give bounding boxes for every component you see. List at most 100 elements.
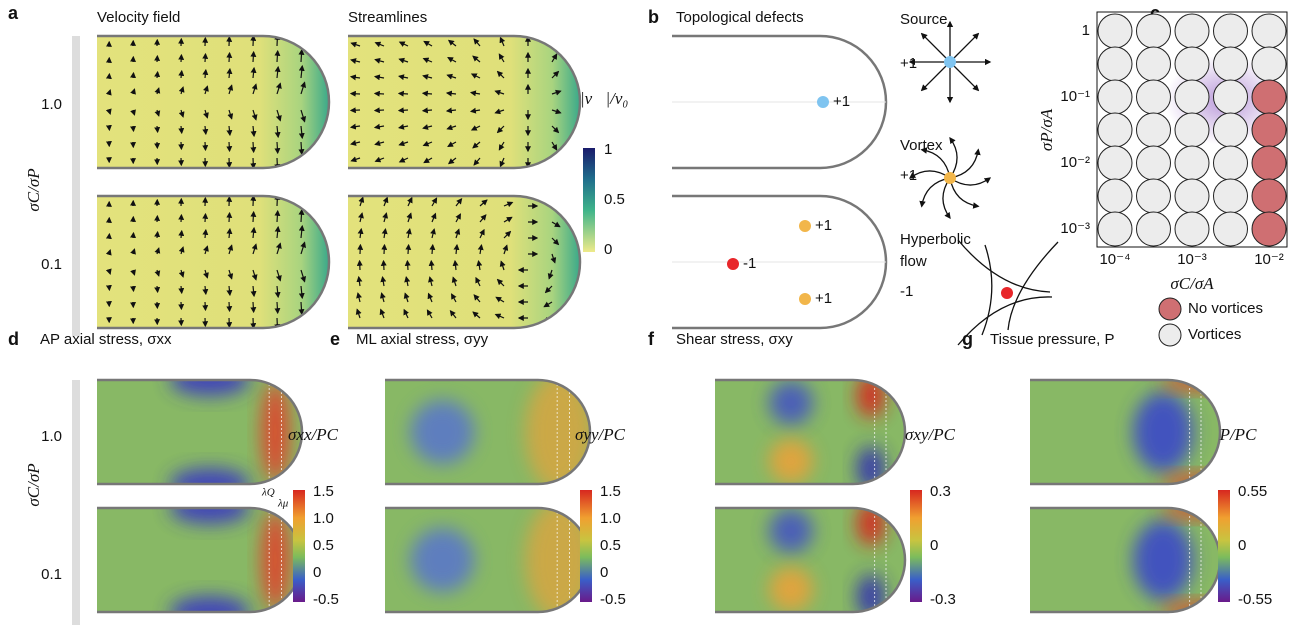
y-tick-label: 10⁻¹ bbox=[1060, 88, 1090, 105]
flow-arrow bbox=[301, 34, 302, 46]
defect bbox=[944, 56, 956, 68]
flow-arrow bbox=[301, 142, 302, 154]
flow-arrow bbox=[982, 245, 992, 335]
annotation: λμ bbox=[277, 498, 289, 510]
colorbar-tick: -0.3 bbox=[930, 591, 956, 608]
phase-point bbox=[1175, 212, 1209, 246]
flow-arrow bbox=[950, 150, 978, 178]
phase-point bbox=[1252, 113, 1286, 147]
phase-point bbox=[1175, 113, 1209, 147]
phase-point bbox=[1214, 212, 1248, 246]
panel-title: Topological defects bbox=[676, 9, 804, 26]
flow-arrow bbox=[253, 302, 254, 312]
row-label: 1.0 bbox=[41, 96, 62, 113]
phase-point bbox=[1252, 14, 1286, 48]
flow-arrow bbox=[552, 38, 556, 46]
flow-arrow bbox=[157, 286, 158, 292]
flow-arrow bbox=[552, 158, 556, 166]
row-bar bbox=[72, 36, 80, 336]
flow-arrow bbox=[277, 211, 278, 222]
defect-type: Source bbox=[900, 11, 948, 28]
flow-arrow bbox=[301, 302, 302, 314]
phase-point bbox=[1214, 146, 1248, 180]
defect bbox=[727, 258, 739, 270]
colorbar-tick: 0.5 bbox=[600, 537, 621, 554]
panel-label: g bbox=[962, 329, 973, 349]
field-blob bbox=[1133, 392, 1193, 472]
flow-arrow bbox=[133, 73, 134, 78]
phase-point bbox=[1252, 47, 1286, 81]
phase-point bbox=[1098, 47, 1132, 81]
flow-arrow bbox=[229, 53, 230, 62]
colorbar-tick: 0 bbox=[600, 564, 608, 581]
phase-point bbox=[1098, 80, 1132, 114]
tissue bbox=[348, 196, 580, 328]
flow-arrow bbox=[133, 233, 134, 238]
phase-point bbox=[1137, 80, 1171, 114]
colorbar-tick: 0.5 bbox=[604, 191, 625, 208]
colorbar-tick: -0.5 bbox=[313, 591, 339, 608]
defect-type: flow bbox=[900, 253, 927, 270]
colorbar bbox=[293, 490, 305, 602]
panel-label: a bbox=[8, 3, 19, 23]
panel-label: e bbox=[330, 329, 340, 349]
defect bbox=[799, 220, 811, 232]
annotation: λQ bbox=[261, 487, 275, 499]
defect-type: Vortex bbox=[900, 137, 943, 154]
legend-swatch bbox=[1159, 298, 1181, 320]
defect bbox=[944, 172, 956, 184]
phase-point bbox=[1175, 14, 1209, 48]
row-axis-label: σC/σP bbox=[24, 168, 43, 211]
flow-arrow bbox=[157, 232, 158, 238]
colorbar-tick: 0 bbox=[1238, 537, 1246, 554]
defect bbox=[817, 96, 829, 108]
flow-arrow bbox=[229, 142, 230, 151]
colorbar-tick: 1.5 bbox=[313, 483, 334, 500]
field-blob bbox=[1133, 520, 1193, 600]
flow-arrow bbox=[253, 52, 254, 62]
panel-title: ML axial stress, σyy bbox=[356, 331, 489, 348]
x-tick-label: 10⁻² bbox=[1254, 251, 1284, 268]
y-tick-label: 1 bbox=[1082, 22, 1090, 39]
phase-point bbox=[1175, 146, 1209, 180]
phase-point bbox=[1252, 179, 1286, 213]
colorbar-tick: 1.5 bbox=[600, 483, 621, 500]
colorbar bbox=[1218, 490, 1230, 602]
x-tick-label: 10⁻³ bbox=[1177, 251, 1207, 268]
flow-arrow bbox=[432, 245, 433, 254]
flow-arrow bbox=[277, 302, 278, 313]
flow-arrow bbox=[181, 126, 182, 133]
flow-arrow bbox=[205, 230, 206, 238]
flow-arrow bbox=[950, 178, 978, 206]
phase-point bbox=[1175, 80, 1209, 114]
panel-title: Streamlines bbox=[348, 9, 427, 26]
x-tick-label: 10⁻⁴ bbox=[1099, 251, 1130, 268]
flow-arrow bbox=[943, 178, 950, 218]
phase-point bbox=[1137, 146, 1171, 180]
flow-arrow bbox=[431, 261, 432, 270]
colorbar-label: |v⃗|/v₀ bbox=[580, 89, 628, 108]
phase-point bbox=[1137, 14, 1171, 48]
flow-arrow bbox=[958, 240, 1050, 292]
field-blob bbox=[1161, 602, 1241, 618]
panel-label: b bbox=[648, 7, 659, 27]
phase-point bbox=[1252, 212, 1286, 246]
flow-arrow bbox=[205, 70, 206, 78]
phase-point bbox=[1175, 179, 1209, 213]
colorbar-tick: 0 bbox=[604, 241, 612, 258]
tissue bbox=[348, 36, 580, 168]
phase-point bbox=[1137, 179, 1171, 213]
phase-point bbox=[1137, 212, 1171, 246]
colorbar-tick: 0.55 bbox=[1238, 483, 1267, 500]
colorbar-tick: 0 bbox=[313, 564, 321, 581]
phase-point bbox=[1098, 14, 1132, 48]
field-blob bbox=[410, 400, 474, 464]
flow-arrow bbox=[301, 158, 302, 170]
row-label: 0.1 bbox=[41, 256, 62, 273]
defect-charge: -1 bbox=[900, 283, 913, 300]
field-blob bbox=[1161, 374, 1241, 390]
flow-arrow bbox=[423, 93, 432, 94]
legend-swatch bbox=[1159, 324, 1181, 346]
y-axis-label: σP/σA bbox=[1037, 108, 1056, 151]
flow-arrow bbox=[1008, 242, 1058, 330]
